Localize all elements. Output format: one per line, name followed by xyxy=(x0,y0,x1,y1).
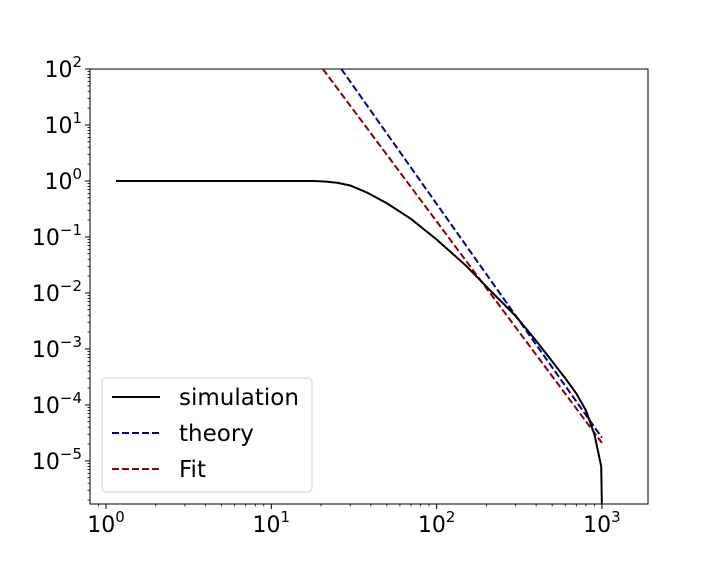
legend: simulation theory Fit xyxy=(101,377,313,493)
x-tick-label: 100 xyxy=(87,508,125,538)
minor-ticks xyxy=(87,71,595,507)
y-tick-label: 10−3 xyxy=(32,333,82,363)
y-tick-label: 10−5 xyxy=(32,445,82,475)
series-line-simulation xyxy=(116,179,603,504)
legend-box xyxy=(101,377,313,493)
major-ticks: 100 101 102 103 102 101 100 10−1 10−2 10−3 10−4 10−… xyxy=(32,53,621,538)
legend-label-simulation: simulation xyxy=(179,385,299,411)
y-tick-label: 101 xyxy=(44,109,82,139)
series-line-theory xyxy=(340,69,603,439)
y-tick-label: 10−2 xyxy=(32,277,82,307)
y-tick-label: 102 xyxy=(44,53,82,83)
y-tick-label: 100 xyxy=(44,165,82,195)
x-tick-label: 103 xyxy=(583,508,621,538)
plot-lines xyxy=(116,69,603,504)
series-line-fit xyxy=(322,69,603,444)
legend-label-theory: theory xyxy=(179,421,254,447)
y-tick-label: 10−1 xyxy=(32,221,82,251)
x-tick-label: 102 xyxy=(418,508,456,538)
y-tick-label: 10−4 xyxy=(32,389,82,419)
x-tick-label: 101 xyxy=(253,508,291,538)
legend-label-fit: Fit xyxy=(179,457,206,483)
